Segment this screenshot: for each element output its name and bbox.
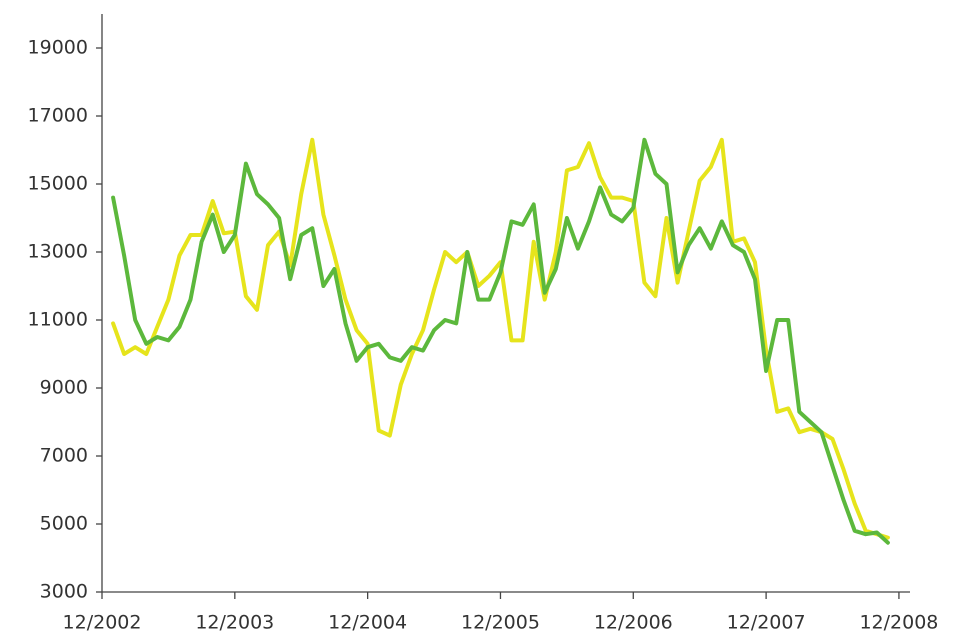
y-tick-label: 9000	[40, 377, 88, 399]
y-tick-label: 13000	[28, 241, 88, 263]
x-tick-label: 12/2005	[461, 612, 540, 634]
y-tick-label: 11000	[28, 309, 88, 331]
x-tick-label: 12/2006	[594, 612, 673, 634]
y-tick-label: 15000	[28, 173, 88, 195]
series-line	[111, 137, 890, 540]
x-tick-label: 12/2008	[859, 612, 938, 634]
series-line	[111, 137, 890, 545]
y-tick-label: 3000	[40, 581, 88, 603]
x-tick-label: 12/2002	[63, 612, 142, 634]
y-tick-label: 5000	[40, 513, 88, 535]
y-tick-label: 7000	[40, 445, 88, 467]
x-tick-label: 12/2004	[328, 612, 407, 634]
x-tick-label: 12/2007	[727, 612, 806, 634]
y-tick-label: 19000	[28, 37, 88, 59]
x-tick-label: 12/2003	[195, 612, 274, 634]
y-tick-label: 17000	[28, 105, 88, 127]
